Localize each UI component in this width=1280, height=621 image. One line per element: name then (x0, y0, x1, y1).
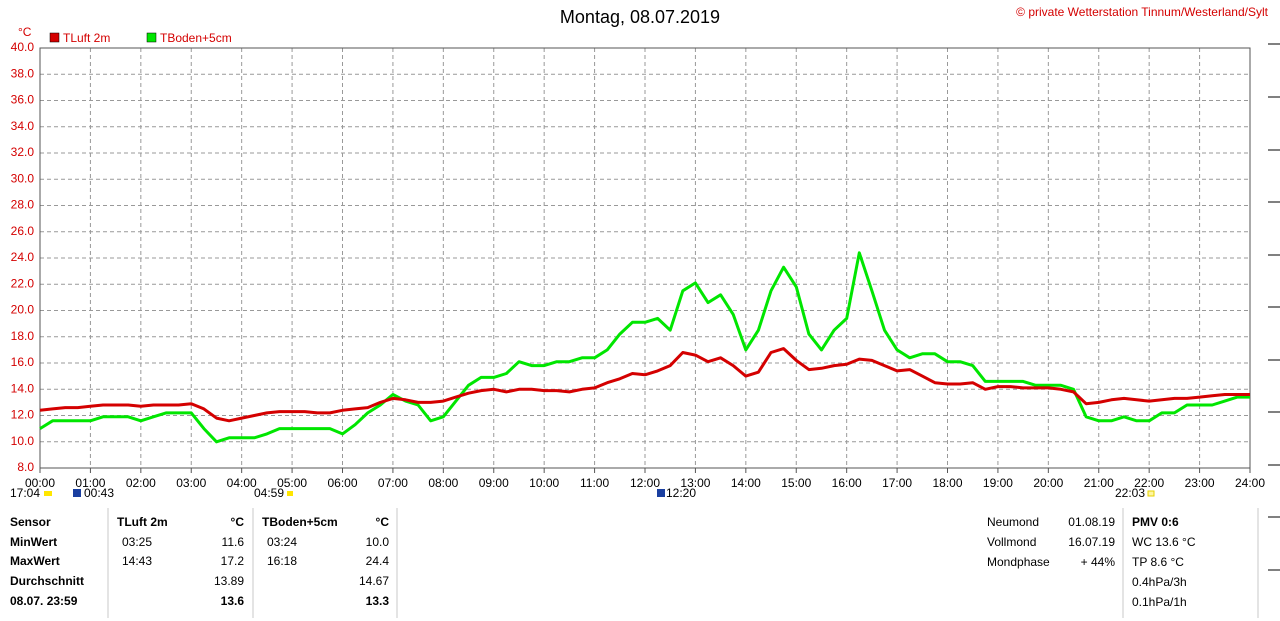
annotation: 17:04 (10, 486, 40, 500)
value: 17.2 (221, 554, 245, 568)
stats-table: MinWert 03:25 11.6 03:24 10.0 MaxWert 14:43 17.… (10, 515, 1196, 609)
legend-swatch (146, 32, 157, 43)
y-axis-unit: °C (18, 25, 32, 39)
x-tick-label: 03:00 (176, 476, 206, 490)
y-tick-label: 26.0 (11, 224, 35, 238)
moon-icon (73, 489, 81, 497)
time: 14:43 (122, 554, 152, 568)
y-tick-label: 24.0 (11, 250, 35, 264)
y-tick-label: 10.0 (11, 434, 35, 448)
x-tick-label: 11:00 (580, 476, 609, 490)
x-tick-label: 01:00 (75, 476, 105, 490)
x-tick-label: 13:00 (680, 476, 710, 490)
x-tick-label: 09:00 (479, 476, 509, 490)
annotation: 12:20 (666, 486, 696, 500)
x-tick-label: 16:00 (832, 476, 862, 490)
y-tick-label: 8.0 (17, 460, 34, 474)
x-tick-label: 17:00 (882, 476, 912, 490)
annotation: 00:43 (84, 486, 114, 500)
x-tick-label: 08:00 (428, 476, 458, 490)
table-header: °C (376, 515, 390, 529)
y-tick-label: 20.0 (11, 303, 35, 317)
moon-icon (1147, 490, 1155, 497)
moon-label: Mondphase (987, 555, 1050, 569)
moon-value: 01.08.19 (1068, 515, 1115, 529)
x-tick-label: 19:00 (983, 476, 1013, 490)
row-label: MinWert (10, 535, 57, 549)
value: 24.4 (366, 554, 390, 568)
y-tick-label: 32.0 (11, 145, 35, 159)
legend-swatch (49, 32, 60, 43)
pmv-info: 0.1hPa/1h (1132, 595, 1187, 609)
annotation: 04:59 (254, 486, 284, 500)
x-tick-label: 02:00 (126, 476, 156, 490)
x-tick-label: 14:00 (731, 476, 761, 490)
y-tick-label: 22.0 (11, 276, 35, 290)
moon-icon (657, 489, 665, 497)
time: 03:25 (122, 535, 152, 549)
plot-area: 8.0 10.0 12.0 14.0 16.0 18.0 20.0 22.0 24.0 26.0 2… (11, 40, 1266, 490)
row-label: MaxWert (10, 554, 60, 568)
y-tick-label: 34.0 (11, 119, 35, 133)
value: 10.0 (366, 535, 390, 549)
value: 13.6 (221, 594, 245, 608)
series-line (39, 347, 1250, 423)
y-tick-label: 38.0 (11, 66, 35, 80)
table-header: TBoden+5cm (262, 515, 338, 529)
time: 16:18 (267, 554, 297, 568)
moon-value: 16.07.19 (1068, 535, 1115, 549)
copyright: © private Wetterstation Tinnum/Westerlan… (1016, 5, 1269, 19)
annotation: 22:03 (1115, 486, 1145, 500)
x-tick-label: 10:00 (529, 476, 559, 490)
time: 03:24 (267, 535, 297, 549)
row-label: 08.07. 23:59 (10, 594, 78, 608)
y-tick-label: 12.0 (11, 408, 35, 422)
legend-label: TLuft 2m (63, 31, 110, 45)
value: 13.3 (366, 594, 390, 608)
x-tick-label: 23:00 (1185, 476, 1215, 490)
plot-border (39, 47, 1251, 469)
pmv-info: PMV 0:6 (1132, 515, 1179, 529)
x-tick-label: 22:00 (1134, 476, 1164, 490)
x-tick-label: 24:00 (1235, 476, 1265, 490)
y-tick-label: 18.0 (11, 329, 35, 343)
chart-title: Montag, 08.07.2019 (560, 7, 720, 27)
y-tick-label: 30.0 (11, 171, 35, 185)
x-tick-label: 18:00 (932, 476, 962, 490)
table-header: Sensor (10, 515, 51, 529)
value: 14.67 (359, 574, 389, 588)
y-tick-label: 36.0 (11, 93, 35, 107)
moon-label: Neumond (987, 515, 1039, 529)
table-header: TLuft 2m (117, 515, 168, 529)
x-tick-label: 15:00 (781, 476, 811, 490)
x-tick-label: 20:00 (1033, 476, 1063, 490)
x-tick-label: 21:00 (1084, 476, 1114, 490)
row-label: Durchschnitt (10, 574, 84, 588)
pmv-info: WC 13.6 °C (1132, 535, 1196, 549)
x-tick-label: 06:00 (327, 476, 357, 490)
value: 13.89 (214, 574, 244, 588)
moon-value: + 44% (1081, 555, 1116, 569)
y-tick-label: 28.0 (11, 198, 35, 212)
x-tick-label: 07:00 (378, 476, 408, 490)
x-tick-label: 12:00 (630, 476, 660, 490)
sunrise-icon (287, 491, 293, 496)
x-tick-label: 04:00 (227, 476, 257, 490)
pmv-info: TP 8.6 °C (1132, 555, 1184, 569)
y-tick-label: 16.0 (11, 355, 35, 369)
x-tick-label: 00:00 (25, 476, 55, 490)
legend-label: TBoden+5cm (160, 31, 232, 45)
pmv-info: 0.4hPa/3h (1132, 575, 1187, 589)
x-tick-label: 05:00 (277, 476, 307, 490)
value: 11.6 (222, 535, 245, 549)
y-tick-label: 14.0 (11, 381, 35, 395)
table-header: °C (231, 515, 245, 529)
sunset-icon (44, 491, 52, 496)
series-line (39, 251, 1250, 444)
moon-label: Vollmond (987, 535, 1036, 549)
y-tick-label: 40.0 (11, 40, 35, 54)
